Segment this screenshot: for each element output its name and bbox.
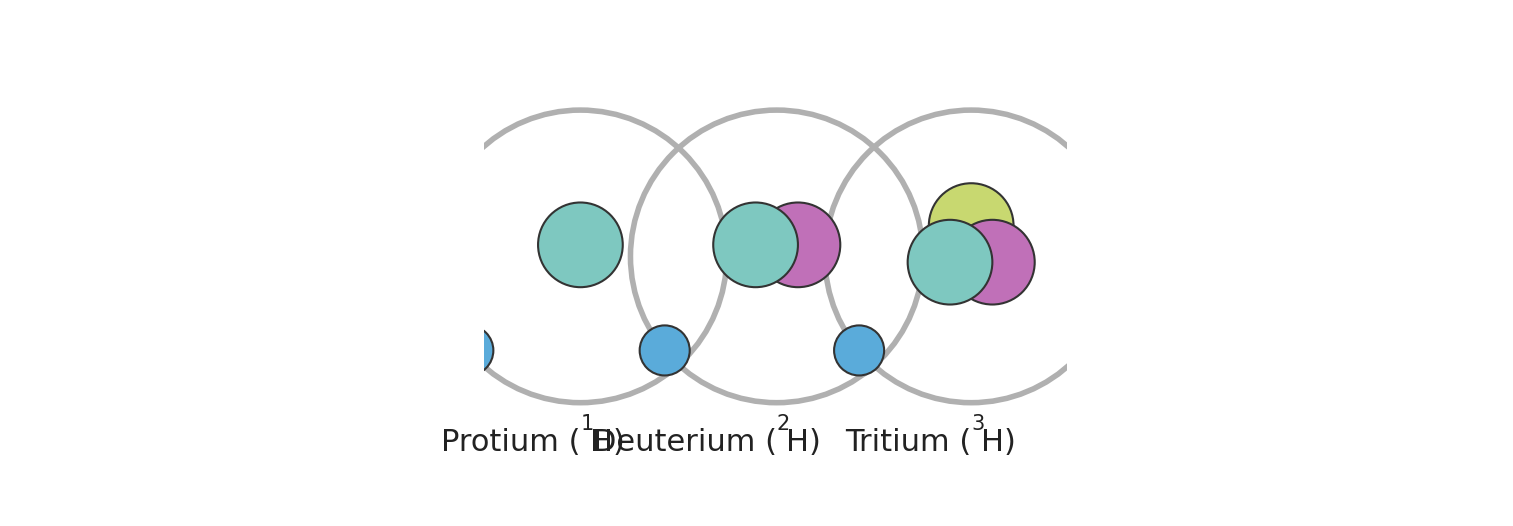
- Circle shape: [640, 326, 690, 376]
- Text: Protium (: Protium (: [440, 428, 581, 457]
- Circle shape: [834, 326, 884, 376]
- Text: 3: 3: [971, 413, 985, 433]
- Text: Tritium (: Tritium (: [844, 428, 971, 457]
- Text: H): H): [980, 428, 1015, 457]
- Circle shape: [908, 220, 993, 305]
- Circle shape: [929, 183, 1014, 268]
- Circle shape: [755, 203, 840, 287]
- Text: 2: 2: [776, 413, 790, 433]
- Text: Deuterium (: Deuterium (: [593, 428, 776, 457]
- Circle shape: [713, 203, 797, 287]
- Circle shape: [443, 326, 493, 376]
- Circle shape: [539, 203, 623, 287]
- Text: H): H): [787, 428, 822, 457]
- Circle shape: [950, 220, 1035, 305]
- Text: 1: 1: [581, 413, 593, 433]
- Text: H): H): [590, 428, 625, 457]
